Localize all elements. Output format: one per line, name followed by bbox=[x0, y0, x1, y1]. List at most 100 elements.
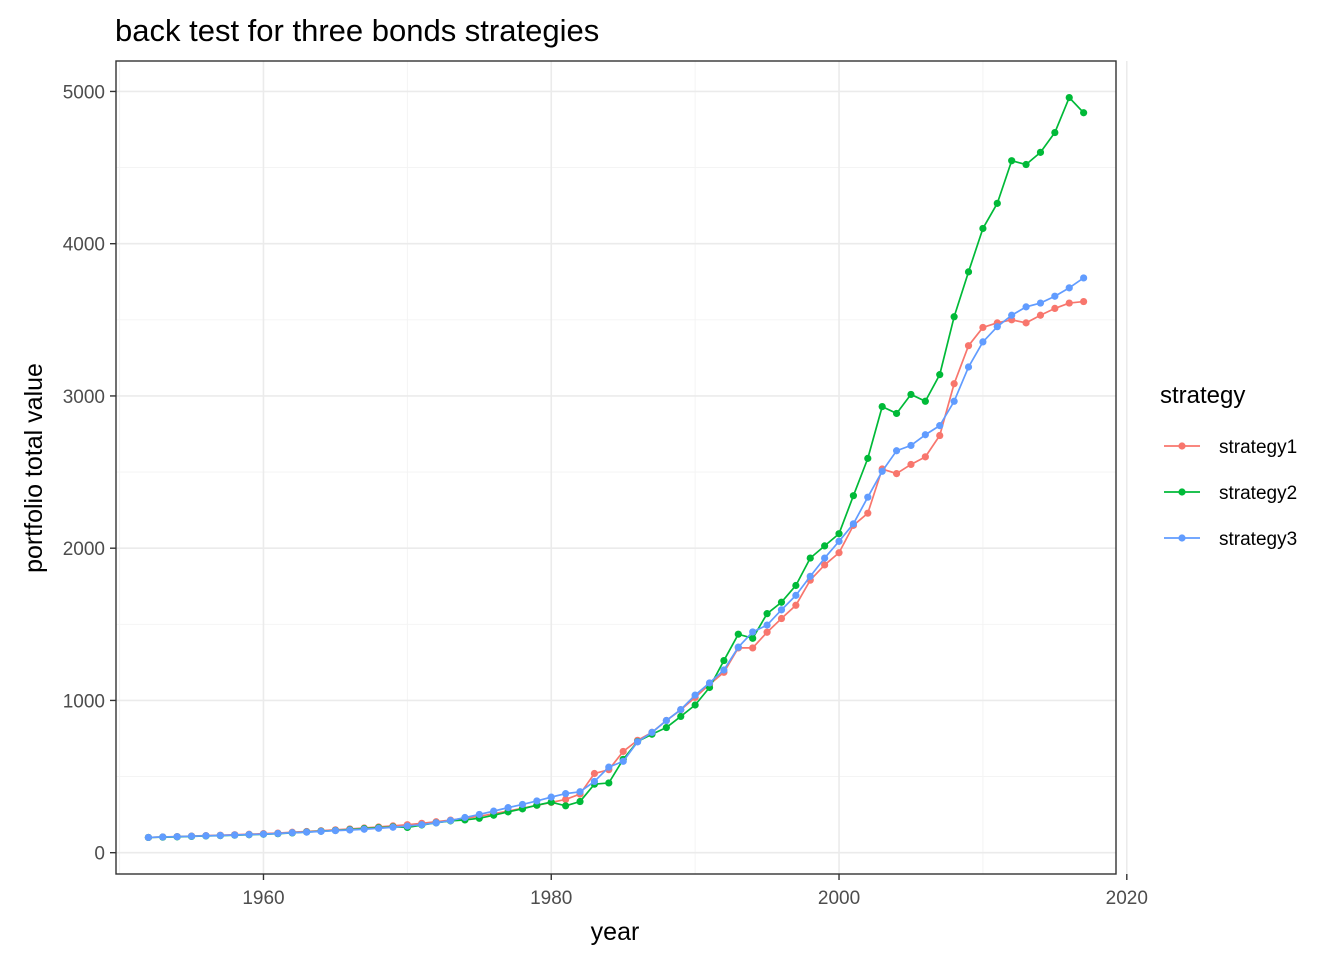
legend-label: strategy3 bbox=[1219, 529, 1297, 550]
strategy1-point bbox=[835, 549, 843, 557]
strategy1-point bbox=[892, 469, 901, 478]
legend-item-strategy3: strategy3 bbox=[1164, 529, 1297, 550]
y-axis: 0 1000 2000 3000 4000 5000 bbox=[63, 82, 116, 865]
strategy1-point bbox=[864, 509, 872, 517]
strategy3-point bbox=[979, 338, 987, 346]
strategy3-point bbox=[1080, 274, 1088, 282]
strategy3-point bbox=[490, 807, 498, 815]
strategy2-point bbox=[763, 610, 771, 618]
strategy3-point bbox=[446, 816, 455, 825]
strategy3-point bbox=[936, 422, 944, 430]
y-tick-label: 1000 bbox=[63, 691, 105, 712]
strategy3-point bbox=[777, 606, 786, 614]
x-axis: 1960 1980 2000 2020 bbox=[242, 874, 1148, 909]
strategy2-point bbox=[1008, 157, 1016, 165]
strategy1-line bbox=[148, 300, 1084, 839]
strategy3-point bbox=[590, 777, 599, 786]
strategy2-point bbox=[964, 268, 973, 276]
strategy3-point bbox=[720, 666, 728, 674]
plot-panel-border bbox=[115, 60, 1117, 875]
strategy3-point bbox=[821, 554, 829, 562]
series-layer bbox=[144, 93, 1088, 842]
strategy3-point bbox=[418, 821, 426, 829]
strategy2-point bbox=[720, 656, 728, 665]
strategy2-point bbox=[878, 403, 886, 411]
strategy2-point bbox=[562, 802, 570, 810]
strategy2-point bbox=[864, 454, 872, 462]
strategy2-point bbox=[1080, 109, 1088, 117]
minor-gridlines bbox=[116, 61, 1116, 874]
strategy3-point bbox=[749, 628, 757, 636]
strategy3-point bbox=[907, 441, 915, 450]
strategy3-point bbox=[677, 705, 685, 714]
strategy3-point bbox=[806, 572, 814, 580]
legend-key-point bbox=[1178, 442, 1186, 450]
strategy3-point bbox=[763, 621, 771, 629]
strategy2-point bbox=[749, 634, 757, 642]
strategy3-point bbox=[864, 493, 872, 501]
legend: strategy strategy1 strategy2 strategy3 bbox=[1160, 382, 1297, 550]
strategy3-point bbox=[705, 679, 714, 687]
strategy2-point bbox=[1051, 128, 1059, 137]
strategy3-point bbox=[576, 788, 584, 796]
strategy3-point bbox=[159, 833, 167, 841]
strategy3-point bbox=[662, 716, 670, 725]
strategy1-point bbox=[950, 380, 958, 388]
strategy2-point bbox=[892, 409, 901, 418]
strategy3-point bbox=[389, 823, 397, 831]
strategy1-point bbox=[1036, 311, 1045, 319]
strategy3-point bbox=[346, 826, 354, 834]
legend-item-strategy1: strategy1 bbox=[1164, 437, 1297, 458]
strategy3-point bbox=[274, 829, 282, 838]
legend-title: strategy bbox=[1160, 382, 1245, 409]
legend-item-strategy2: strategy2 bbox=[1164, 483, 1297, 504]
strategy2-point bbox=[605, 779, 613, 787]
strategy3-point bbox=[892, 447, 901, 455]
strategy1-point bbox=[792, 601, 800, 609]
strategy3-point bbox=[547, 793, 555, 801]
strategy3-point bbox=[288, 829, 296, 837]
y-tick-label: 3000 bbox=[63, 387, 105, 408]
strategy3-point bbox=[144, 833, 152, 842]
strategy3-point bbox=[187, 832, 196, 840]
x-tick-label: 1960 bbox=[242, 888, 284, 909]
legend-key-point bbox=[1178, 534, 1186, 542]
strategy1-point bbox=[562, 795, 570, 803]
strategy2-line bbox=[148, 96, 1085, 839]
strategy2-point bbox=[979, 224, 987, 233]
strategy2-point bbox=[792, 581, 800, 590]
strategy2-point bbox=[662, 723, 670, 732]
strategy1-point bbox=[964, 342, 973, 350]
strategy3-point bbox=[533, 797, 541, 805]
strategy3-point bbox=[173, 833, 181, 841]
strategy3-point bbox=[504, 804, 512, 812]
strategy3-point bbox=[303, 828, 311, 836]
strategy2-point bbox=[950, 313, 958, 321]
strategy1-point bbox=[821, 561, 829, 569]
strategy3-point bbox=[317, 827, 325, 835]
y-axis-title: portfolio total value bbox=[20, 363, 48, 573]
strategy3-point bbox=[950, 397, 958, 405]
strategy3-point bbox=[518, 800, 527, 809]
strategy2-point bbox=[677, 712, 685, 721]
strategy3-point bbox=[835, 537, 843, 545]
strategy2-point bbox=[993, 199, 1001, 207]
strategy2-point bbox=[1036, 148, 1045, 156]
strategy3-point bbox=[216, 831, 224, 840]
strategy1-point bbox=[1080, 297, 1088, 306]
strategy3-point bbox=[921, 431, 929, 439]
x-tick-label: 2020 bbox=[1106, 888, 1148, 909]
strategy3-point bbox=[432, 819, 440, 827]
strategy3-point bbox=[245, 830, 253, 839]
strategy3-point bbox=[792, 591, 800, 599]
strategy3-point bbox=[619, 757, 627, 765]
y-tick-label: 4000 bbox=[63, 235, 105, 256]
strategy1-point bbox=[1022, 319, 1030, 327]
strategy3-point bbox=[993, 323, 1001, 331]
strategy2-point bbox=[777, 598, 786, 606]
strategy2-point bbox=[907, 390, 915, 399]
strategy2-point bbox=[691, 701, 699, 709]
legend-label: strategy1 bbox=[1219, 437, 1297, 458]
strategy3-point bbox=[403, 822, 411, 830]
chart-title: back test for three bonds strategies bbox=[115, 13, 599, 48]
